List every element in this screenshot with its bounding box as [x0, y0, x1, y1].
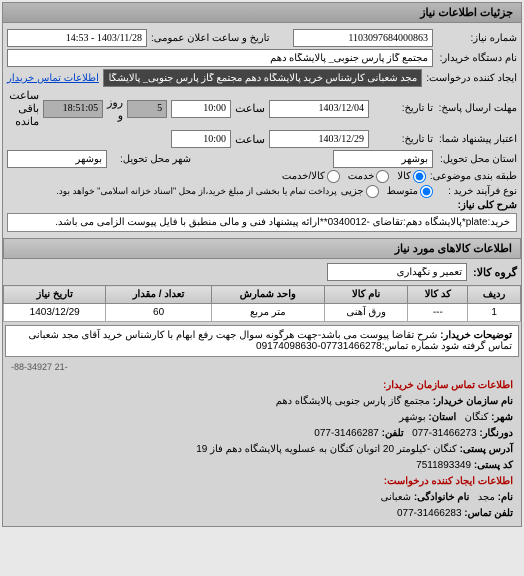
table-cell: --- [408, 304, 468, 322]
contact-title: اطلاعات تماس سازمان خریدار: [11, 378, 513, 394]
deadline-date-input[interactable] [269, 100, 369, 118]
table-header: تاریخ نیاز [4, 286, 106, 304]
request-number-label: شماره نیاز: [437, 33, 517, 44]
radio-service[interactable]: خدمت [348, 170, 390, 183]
phone-label: تلفن تماس: [464, 508, 513, 519]
postal-label: کد پستی: [474, 460, 513, 471]
delivery-state-label: استان محل تحویل: [437, 154, 517, 165]
table-header: ردیف [468, 286, 521, 304]
family-value: شعبانی [381, 492, 411, 503]
delivery-city-label: شهر محل تحویل: [111, 154, 191, 165]
announce-date-label: تاریخ و ساعت اعلان عمومی: [151, 33, 270, 44]
table-header: کد کالا [408, 286, 468, 304]
name-label: نام: [498, 492, 513, 503]
fax-value: 31466273-077 [412, 428, 477, 439]
radio-medium[interactable]: متوسط [387, 185, 433, 198]
validity-date-input[interactable] [269, 130, 369, 148]
remaining-days-input [127, 100, 167, 118]
name-value: مجد [478, 492, 495, 503]
buyer-input[interactable] [7, 49, 433, 67]
reference-text: -21 88-34927- [3, 360, 521, 374]
creator-input[interactable] [103, 69, 422, 87]
radio-goods-service[interactable]: کالا/خدمت [282, 170, 340, 183]
validity-time-input[interactable] [171, 130, 231, 148]
remaining-time-input [43, 100, 103, 118]
package-label: طبقه بندی موضوعی: [430, 171, 517, 182]
table-cell: ورق آهنی [324, 304, 408, 322]
fax-label: دورنگار: [479, 428, 513, 439]
address-label: آدرس پستی: [460, 444, 513, 455]
contact-link[interactable]: اطلاعات تماس خریدار [7, 73, 99, 84]
validity-from-label: تا تاریخ: [373, 134, 433, 145]
org-label: نام سازمان خریدار: [433, 396, 513, 407]
panel-title: جزئیات اطلاعات نیاز [3, 3, 521, 23]
desc-label: شرح کلی نیاز: [437, 200, 517, 211]
table-header: نام کالا [324, 286, 408, 304]
deadline-from-label: تا تاریخ: [373, 103, 433, 114]
table-header: واحد شمارش [211, 286, 324, 304]
city-value: کنگان [465, 412, 489, 423]
note-label: توضیحات خریدار: [440, 330, 512, 341]
buyer-label: نام دستگاه خریدار: [437, 53, 517, 64]
province-value: بوشهر [399, 412, 425, 423]
desc-text: خرید:plate*پالایشگاه دهم:تقاضای -0340012… [7, 213, 517, 232]
table-cell: 1 [468, 304, 521, 322]
radio-small[interactable]: جزیی [341, 185, 379, 198]
goods-header: اطلاعات کالاهای مورد نیاز [3, 238, 521, 259]
tel-value: 31466287-077 [314, 428, 379, 439]
creator-label: ایجاد کننده درخواست: [426, 73, 517, 84]
table-cell: متر مربع [211, 304, 324, 322]
phone-value: 31466283-077 [397, 508, 462, 519]
table-header: تعداد / مقدار [106, 286, 211, 304]
delivery-city-input[interactable] [7, 150, 107, 168]
city-label: شهر: [491, 412, 513, 423]
table-cell: 60 [106, 304, 211, 322]
creator-contact-title: اطلاعات ایجاد کننده درخواست: [11, 474, 513, 490]
table-row: 1---ورق آهنیمتر مربع601403/12/29 [4, 304, 521, 322]
org-value: مجتمع گاز پارس جنوبی پالایشگاه دهم [276, 396, 430, 407]
purchase-radio-group: متوسط جزیی [341, 185, 433, 198]
package-radio-group: کالا خدمت کالا/خدمت [282, 170, 426, 183]
group-label: گروه کالا: [473, 266, 517, 279]
goods-table: ردیفکد کالانام کالاواحد شمارشتعداد / مقد… [3, 285, 521, 322]
province-label: استان: [428, 412, 456, 423]
time-label-1: ساعت [235, 102, 265, 115]
group-input[interactable] [327, 263, 467, 281]
delivery-state-input[interactable] [333, 150, 433, 168]
table-cell: 1403/12/29 [4, 304, 106, 322]
deadline-time-input[interactable] [171, 100, 231, 118]
purchase-note: پرداخت تمام یا بخشی از مبلغ خرید،از محل … [56, 186, 336, 197]
address-value: کنگان -کیلومتر 20 اتوبان کنگان به عسلویه… [196, 444, 457, 455]
time-label-2: ساعت [235, 133, 265, 146]
remaining-label: ساعت باقی مانده [7, 89, 39, 128]
validity-label: اعتبار پیشنهاد شما: [437, 134, 517, 145]
deadline-label: مهلت ارسال پاسخ: [437, 103, 517, 114]
family-label: نام خانوادگی: [414, 492, 470, 503]
radio-goods[interactable]: کالا [397, 170, 426, 183]
remaining-days-label: روز و [107, 96, 123, 122]
purchase-type-label: نوع فرآیند خرید : [437, 186, 517, 197]
postal-value: 7511893349 [416, 460, 471, 471]
request-number-input[interactable] [293, 29, 433, 47]
tel-label: تلفن: [382, 428, 404, 439]
announce-date-input[interactable] [7, 29, 147, 47]
